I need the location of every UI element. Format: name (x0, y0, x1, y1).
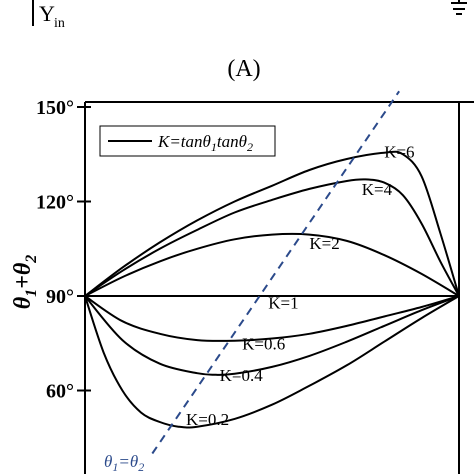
series-label-k-0-4: K=0.4 (220, 366, 264, 385)
series-line-k-0-2 (84, 295, 460, 429)
previous-panel-fragment: Y in (32, 0, 467, 31)
legend-label-mid: tanθ (217, 132, 247, 151)
series-label-k-0-6: K=0.6 (242, 335, 285, 354)
y-axis-label-sub1: 1 (23, 289, 40, 297)
plot-frame (84, 101, 474, 474)
ground-icon (451, 0, 467, 15)
series-line-k-2 (84, 232, 460, 297)
legend-label-sub1: 1 (211, 140, 217, 154)
series-label-k-2: K=2 (309, 234, 339, 253)
series-line-k-0-6 (84, 295, 460, 342)
y-tick-label: 90° (46, 286, 74, 308)
series-label-k-0-2: K=0.2 (186, 410, 229, 429)
y-axis-label-sub2: 2 (23, 255, 40, 264)
series-line-k-4 (84, 178, 460, 297)
reference-label-sub2: 2 (138, 460, 144, 474)
y-axis-label-theta1: θ (10, 296, 36, 309)
y-tick-label: 60° (46, 381, 74, 403)
reference-label-sub1: 1 (112, 460, 118, 474)
y-axis-ticks: 90° 120° 150° 60° (36, 97, 91, 403)
y-axis-label: θ1+θ2 (10, 255, 40, 310)
series-layer (84, 150, 460, 429)
reference-label-eq: =θ (118, 452, 138, 471)
fragment-subscript: in (54, 16, 65, 31)
legend-label-main: K=tanθ (157, 132, 211, 151)
y-tick-label: 150° (36, 97, 74, 119)
panel-label: (A) (227, 56, 260, 82)
reference-line-layer (151, 90, 400, 455)
y-tick-label: 120° (36, 192, 74, 214)
series-label-k-6: K=6 (384, 142, 414, 161)
reference-line-label: θ1=θ2 (104, 452, 144, 474)
reference-label-theta1: θ (104, 452, 112, 471)
legend-label: K=tanθ1tanθ2 (157, 132, 253, 154)
legend-label-sub2: 2 (247, 140, 253, 154)
series-label-k-4: K=4 (362, 180, 393, 199)
reference-dashed-line (151, 90, 400, 455)
series-label-layer: K=6 K=4 K=2 K=1 K=0.6 K=0.4 K=0.2 (186, 142, 415, 429)
y-axis-label-plus-theta: +θ (10, 262, 36, 289)
series-line-k-6 (84, 150, 460, 297)
fragment-label: Y (39, 1, 55, 26)
series-line-k-0-4 (84, 295, 460, 376)
series-label-k-1: K=1 (268, 294, 298, 313)
legend: K=tanθ1tanθ2 (99, 125, 276, 157)
